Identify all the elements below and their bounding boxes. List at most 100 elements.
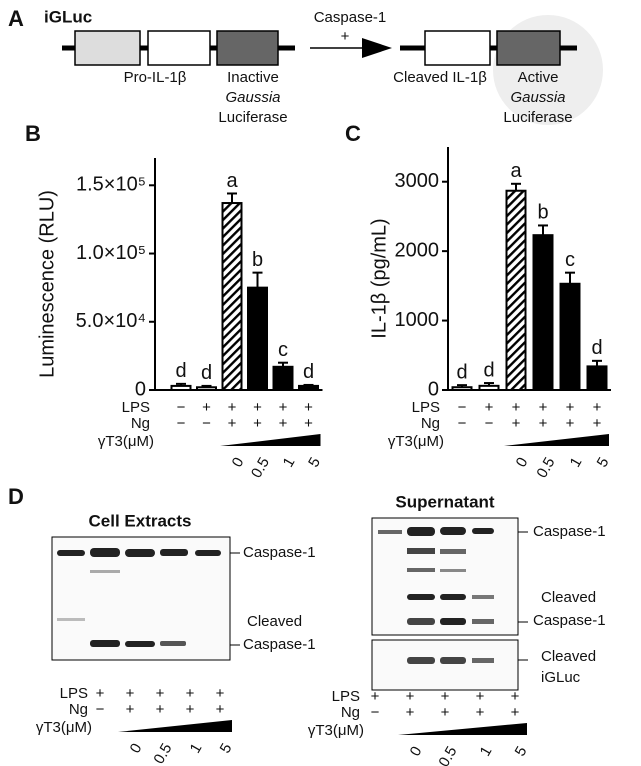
treatment-sign: + <box>476 688 485 705</box>
domain-box <box>424 30 491 66</box>
significance-letter: a <box>510 160 522 182</box>
panel-label: D <box>8 484 24 509</box>
treatment-sign: + <box>371 688 380 705</box>
treatment-name: LPS <box>60 685 88 702</box>
dose-name: γT3(μM) <box>308 722 364 739</box>
treatment-sign: + <box>216 701 225 718</box>
y-tick-label: 0 <box>135 378 146 400</box>
treatment-sign: + <box>511 688 520 705</box>
band-label: Caspase-1 <box>243 544 316 561</box>
treatment-sign: + <box>186 701 195 718</box>
treatment-sign: + <box>253 399 262 416</box>
treatment-sign: − <box>202 415 211 432</box>
treatment-sign: − <box>485 415 494 432</box>
dose-wedge <box>220 434 321 446</box>
dose-value: 0 <box>127 740 146 756</box>
enzyme-sign: + <box>341 28 350 45</box>
domain-label: Luciferase <box>218 109 287 126</box>
significance-letter: d <box>483 359 494 381</box>
significance-letter: c <box>565 249 575 271</box>
bar <box>170 384 192 392</box>
domain-box <box>74 30 141 66</box>
treatment-sign: + <box>126 685 135 702</box>
band-label: Cleaved <box>247 613 302 630</box>
band-label: Caspase-1 <box>533 523 606 540</box>
treatment-sign: + <box>406 688 415 705</box>
domain-label: Cleaved IL-1β <box>393 69 487 86</box>
treatment-sign: − <box>458 415 467 432</box>
y-tick-label: 1.5×10⁵ <box>76 174 146 196</box>
significance-letter: b <box>537 202 548 224</box>
significance-letter: d <box>201 362 212 384</box>
dose-value: 1 <box>280 454 299 470</box>
treatment-name: LPS <box>122 399 150 416</box>
dose-value: 0.5 <box>150 740 175 766</box>
dose-name: γT3(μM) <box>388 433 444 450</box>
treatment-sign: + <box>304 415 313 432</box>
bar <box>196 386 217 392</box>
y-axis-label: IL-1β (pg/mL) <box>368 218 390 338</box>
treatment-sign: − <box>458 399 467 416</box>
treatment-sign: − <box>96 701 105 718</box>
bar <box>298 384 319 392</box>
treatment-sign: + <box>202 399 211 416</box>
treatment-sign: + <box>253 415 262 432</box>
arrow-head <box>362 38 392 58</box>
bar <box>559 282 581 392</box>
treatment-sign: + <box>512 415 521 432</box>
blot <box>51 536 231 661</box>
domain-label: Pro-IL-1β <box>124 69 187 86</box>
bar <box>478 384 500 392</box>
domain-box <box>496 30 561 66</box>
treatment-sign: + <box>539 399 548 416</box>
domain-label: Active <box>518 69 559 86</box>
treatment-name: Ng <box>341 704 360 721</box>
dose-value: 0 <box>229 454 248 470</box>
treatment-sign: + <box>593 415 602 432</box>
y-tick-label: 0 <box>428 378 439 400</box>
domain-label: Gaussia <box>225 89 280 106</box>
treatment-sign: + <box>156 701 165 718</box>
dose-value: 0 <box>513 454 532 470</box>
bar <box>247 286 268 392</box>
band-label: Cleaved <box>541 589 596 606</box>
y-tick-label: 5.0×10⁴ <box>76 310 146 332</box>
treatment-sign: + <box>228 399 237 416</box>
domain-label: Luciferase <box>503 109 572 126</box>
treatment-name: LPS <box>332 688 360 705</box>
dose-value: 5 <box>594 454 613 470</box>
blot-title: Cell Extracts <box>89 511 192 530</box>
dose-wedge <box>398 723 527 735</box>
treatment-name: Ng <box>421 415 440 432</box>
significance-letter: a <box>226 170 238 192</box>
dose-value: 1 <box>477 743 496 759</box>
panel-label: C <box>345 121 361 146</box>
y-tick-label: 3000 <box>395 170 440 192</box>
bar <box>505 189 527 391</box>
treatment-sign: + <box>186 685 195 702</box>
treatment-sign: + <box>476 704 485 721</box>
dose-name: γT3(μM) <box>36 719 92 736</box>
y-tick-label: 2000 <box>395 239 440 261</box>
treatment-sign: + <box>593 399 602 416</box>
bar <box>272 365 294 391</box>
treatment-sign: + <box>511 704 520 721</box>
domain-label: Inactive <box>227 69 279 86</box>
bar <box>221 202 243 391</box>
band-label: Cleaved <box>541 648 596 665</box>
domain-box <box>216 30 279 66</box>
dose-value: 5 <box>217 740 236 756</box>
blot-title: Supernatant <box>395 492 495 511</box>
dose-value: 0.5 <box>435 743 460 766</box>
dose-value: 0.5 <box>248 454 273 481</box>
treatment-sign: + <box>304 399 313 416</box>
treatment-sign: + <box>539 415 548 432</box>
bands <box>378 527 494 664</box>
blot <box>371 517 519 636</box>
treatment-sign: + <box>512 399 521 416</box>
dose-name: γT3(μM) <box>98 433 154 450</box>
bar <box>451 386 473 392</box>
panel-label: B <box>25 121 41 146</box>
y-tick-label: 1.0×10⁵ <box>76 242 146 264</box>
